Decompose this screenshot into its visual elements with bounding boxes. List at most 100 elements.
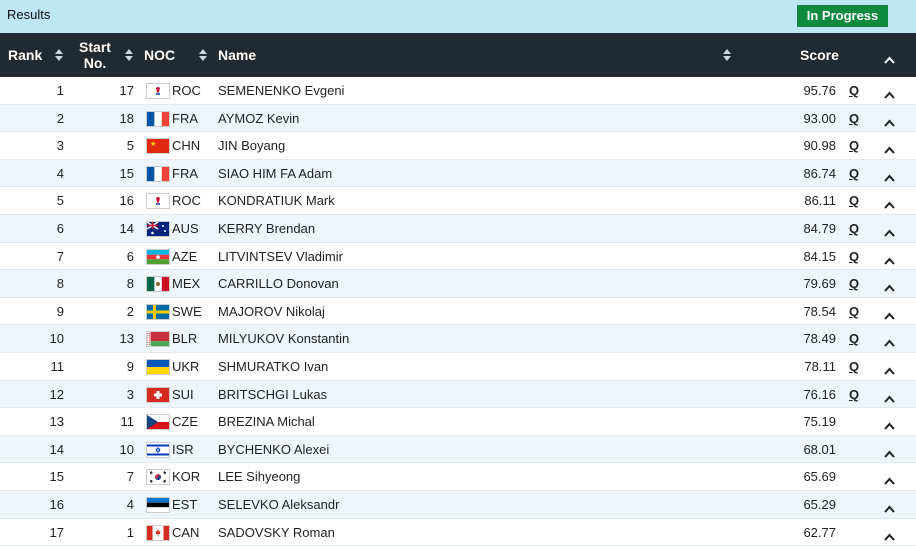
table-row[interactable]: 3 5 ★ CHN JIN Boyang 90.98 Q — [0, 132, 916, 160]
svg-text:★: ★ — [150, 140, 156, 148]
athlete-name[interactable]: CARRILLO Donovan — [218, 276, 339, 292]
start-number-cell: 11 — [120, 414, 135, 430]
expand-row-icon[interactable] — [884, 197, 895, 210]
athlete-name[interactable]: LITVINTSEV Vladimir — [218, 248, 343, 264]
name-header[interactable]: Name — [218, 33, 256, 77]
table-row[interactable]: 12 3 SUI BRITSCHGI Lukas 76.16 Q — [0, 380, 916, 409]
score-cell: 79.69 — [803, 276, 836, 292]
start-number-cell: 7 — [126, 469, 134, 485]
sort-icon[interactable] — [124, 48, 134, 62]
expand-row-icon[interactable] — [884, 87, 895, 99]
table-row[interactable]: 6 14 AUS KERRY Brendan 84.79 Q — [0, 214, 916, 243]
start-number-cell: 3 — [126, 386, 134, 402]
table-row[interactable]: 16 4 EST SELEVKO Aleksandr 65.29 — [0, 490, 916, 519]
expand-row-icon[interactable] — [884, 115, 895, 127]
start-number-cell: 14 — [119, 220, 134, 236]
mex-flag-icon — [147, 277, 169, 292]
athlete-name[interactable]: AYMOZ Kevin — [218, 110, 300, 126]
rank-cell: 9 — [56, 303, 64, 319]
athlete-name[interactable]: LEE Sihyeong — [218, 469, 301, 485]
qualified-mark: Q — [849, 165, 860, 181]
expand-row-icon[interactable] — [884, 335, 895, 348]
table-row[interactable]: 14 10 ISR BYCHENKO Alexei 68.01 — [0, 435, 916, 464]
start-number-cell: 17 — [119, 83, 134, 98]
roc-flag-icon — [147, 194, 169, 209]
noc-cell: FRA — [172, 110, 198, 126]
rank-cell: 7 — [56, 248, 64, 264]
athlete-name[interactable]: SEMENENKO Evgeni — [218, 83, 345, 98]
start-number-cell: 18 — [119, 110, 134, 126]
start-header-line2: No. — [83, 55, 107, 71]
collapse-all-icon[interactable] — [884, 51, 895, 64]
table-row[interactable]: 10 13 BLR MILYUKOV Konstantin 78.49 Q — [0, 325, 916, 353]
noc-cell: KOR — [172, 469, 201, 485]
score-cell: 78.11 — [804, 358, 836, 374]
noc-cell: SWE — [172, 303, 202, 319]
noc-cell: ISR — [172, 441, 194, 457]
expand-row-icon[interactable] — [884, 529, 895, 541]
name-header-label: Name — [218, 47, 257, 63]
aze-flag-icon — [147, 249, 169, 264]
rank-cell: 1 — [56, 83, 64, 98]
table-row[interactable]: 9 2 SWE MAJOROV Nikolaj 78.54 Q — [0, 297, 916, 326]
expand-row-icon[interactable] — [884, 308, 895, 320]
isr-flag-icon — [147, 442, 169, 457]
table-row[interactable]: 8 8 MEX CARRILLO Donovan 79.69 Q — [0, 270, 916, 298]
qualified-mark: Q — [849, 220, 860, 236]
table-row[interactable]: 7 6 AZE LITVINTSEV Vladimir 84.15 Q — [0, 242, 916, 271]
athlete-name[interactable]: KERRY Brendan — [218, 220, 316, 236]
athlete-name[interactable]: SHMURATKO Ivan — [218, 358, 329, 374]
table-row[interactable]: 17 1 CAN SADOVSKY Roman 62.77 — [0, 518, 916, 546]
score-cell: 68.01 — [803, 441, 836, 457]
sort-icon[interactable] — [722, 48, 732, 62]
table-row[interactable]: 4 15 FRA SIAO HIM FA Adam 86.74 Q — [0, 159, 916, 188]
expand-row-icon[interactable] — [884, 253, 895, 265]
expand-row-icon[interactable] — [884, 418, 895, 430]
athlete-name[interactable]: BREZINA Michal — [218, 414, 315, 430]
athlete-name[interactable]: SELEVKO Aleksandr — [218, 496, 340, 512]
aus-flag-icon — [147, 221, 169, 236]
athlete-name[interactable]: KONDRATIUK Mark — [218, 193, 335, 209]
start-number-cell: 9 — [126, 358, 134, 374]
expand-row-icon[interactable] — [884, 501, 895, 513]
expand-row-icon[interactable] — [884, 225, 895, 237]
expand-row-icon[interactable] — [884, 280, 895, 292]
start-header[interactable]: Start No. — [79, 33, 111, 77]
sort-icon[interactable] — [198, 48, 208, 62]
table-row[interactable]: 15 7 KOR LEE Sihyeong 65.69 — [0, 463, 916, 491]
table-row[interactable]: 11 9 UKR SHMURATKO Ivan 78.11 Q — [0, 352, 916, 381]
noc-cell: BLR — [172, 331, 198, 347]
athlete-name[interactable]: BRITSCHGI Lukas — [218, 386, 328, 402]
sort-icon[interactable] — [54, 48, 64, 62]
athlete-name[interactable]: MAJOROV Nikolaj — [218, 303, 325, 319]
rank-header[interactable]: Rank — [8, 33, 42, 77]
table-row[interactable]: 1 17 ROC SEMENENKO Evgeni 95.76 Q — [0, 77, 916, 105]
rank-cell: 17 — [49, 524, 64, 540]
table-row[interactable]: 13 11 CZE BREZINA Michal 75.19 — [0, 408, 916, 436]
score-header[interactable]: Score — [800, 33, 839, 77]
athlete-name[interactable]: JIN Boyang — [218, 138, 286, 154]
cze-flag-icon — [147, 415, 169, 430]
noc-cell: MEX — [172, 276, 201, 292]
expand-row-icon[interactable] — [884, 391, 895, 403]
noc-header[interactable]: NOC — [144, 33, 175, 77]
athlete-name[interactable]: SADOVSKY Roman — [218, 524, 335, 540]
expand-row-icon[interactable] — [884, 170, 895, 182]
score-cell: 62.77 — [803, 524, 836, 540]
expand-row-icon[interactable] — [884, 473, 895, 485]
table-row[interactable]: 2 18 FRA AYMOZ Kevin 93.00 Q — [0, 104, 916, 133]
rank-cell: 6 — [56, 220, 64, 236]
athlete-name[interactable]: SIAO HIM FA Adam — [218, 165, 333, 181]
expand-row-icon[interactable] — [884, 363, 895, 375]
score-cell: 76.16 — [803, 386, 836, 402]
results-title: Results — [7, 7, 51, 22]
noc-cell: FRA — [172, 165, 198, 181]
score-cell: 93.00 — [803, 110, 836, 126]
expand-row-icon[interactable] — [884, 142, 895, 154]
score-cell: 78.49 — [803, 331, 836, 347]
table-row[interactable]: 5 16 ROC KONDRATIUK Mark 86.11 Q — [0, 187, 916, 215]
athlete-name[interactable]: MILYUKOV Konstantin — [218, 331, 350, 347]
rank-cell: 11 — [50, 358, 65, 374]
expand-row-icon[interactable] — [884, 446, 895, 458]
athlete-name[interactable]: BYCHENKO Alexei — [218, 441, 330, 457]
